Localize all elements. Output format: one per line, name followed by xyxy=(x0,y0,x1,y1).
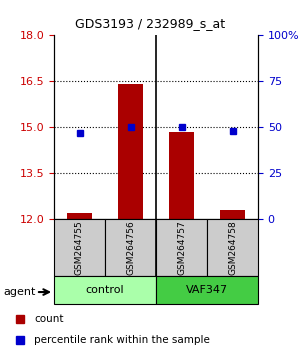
Text: percentile rank within the sample: percentile rank within the sample xyxy=(34,335,210,345)
FancyBboxPatch shape xyxy=(54,276,156,304)
Text: VAF347: VAF347 xyxy=(186,285,228,295)
FancyBboxPatch shape xyxy=(105,219,156,276)
Bar xyxy=(169,132,194,354)
Text: GSM264756: GSM264756 xyxy=(126,221,135,275)
Bar xyxy=(67,213,92,354)
Text: agent: agent xyxy=(3,287,35,297)
Text: control: control xyxy=(86,285,124,295)
Bar xyxy=(220,210,245,354)
Bar xyxy=(118,85,143,354)
Text: GSM264758: GSM264758 xyxy=(228,221,237,275)
FancyBboxPatch shape xyxy=(156,276,258,304)
Text: GSM264757: GSM264757 xyxy=(177,221,186,275)
FancyBboxPatch shape xyxy=(54,219,105,276)
Text: count: count xyxy=(34,314,63,324)
Text: GDS3193 / 232989_s_at: GDS3193 / 232989_s_at xyxy=(75,17,225,30)
FancyBboxPatch shape xyxy=(156,219,207,276)
FancyBboxPatch shape xyxy=(207,219,258,276)
Text: GSM264755: GSM264755 xyxy=(75,221,84,275)
